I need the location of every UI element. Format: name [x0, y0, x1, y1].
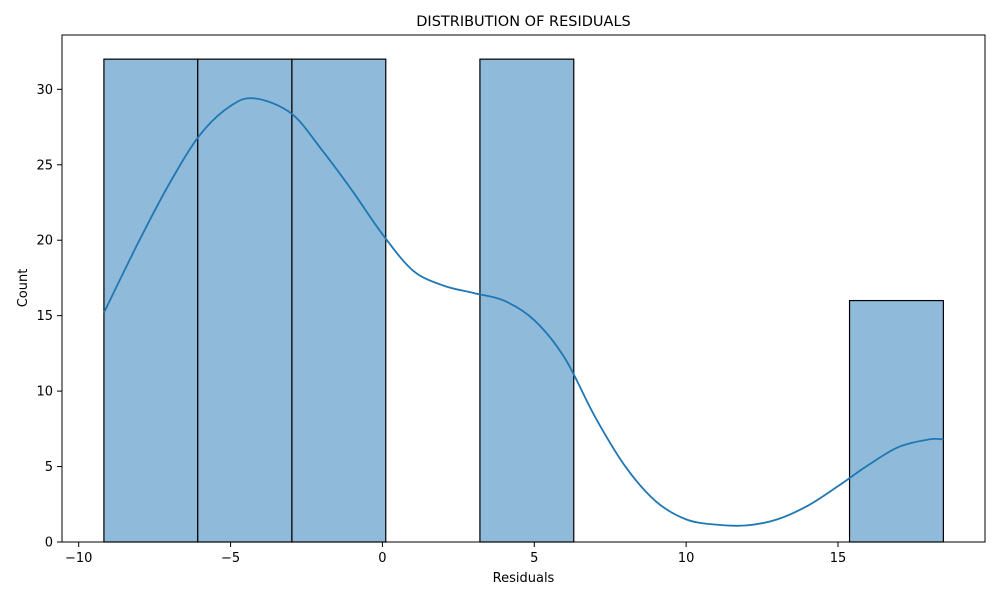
x-tick-label: 15: [830, 551, 847, 566]
histogram-bar-2: [291, 58, 387, 543]
x-tick-label: 0: [378, 551, 386, 566]
x-tick-label: 5: [530, 551, 538, 566]
y-tick-label: 30: [36, 83, 53, 98]
x-tick-label: −10: [65, 551, 92, 566]
y-axis-label: Count: [16, 269, 31, 308]
y-axis-ticks: 0 5 10 15 20 25 30: [36, 83, 62, 551]
x-tick-label: 10: [678, 551, 695, 566]
histogram-bar-8: [848, 299, 944, 543]
histogram-bars: [103, 58, 944, 543]
histogram-bar-4: [479, 58, 575, 543]
y-tick-label: 20: [36, 234, 53, 249]
plot-frame: [61, 34, 986, 543]
histogram-bar-1: [197, 58, 293, 543]
x-tick-label: −5: [221, 551, 240, 566]
kde-curve-group: [103, 97, 944, 527]
y-tick-label: 5: [45, 460, 53, 475]
chart-title: DISTRIBUTION OF RESIDUALS: [416, 14, 630, 30]
y-tick-label: 0: [45, 536, 53, 551]
histogram-bar-0: [103, 58, 199, 543]
y-tick-label: 15: [36, 309, 53, 324]
x-axis-ticks: −10 −5 0 5 10 15: [65, 542, 846, 566]
kde-line: [103, 97, 944, 527]
y-tick-label: 25: [36, 158, 53, 173]
x-axis-label: Residuals: [493, 571, 555, 586]
y-tick-label: 10: [36, 385, 53, 400]
